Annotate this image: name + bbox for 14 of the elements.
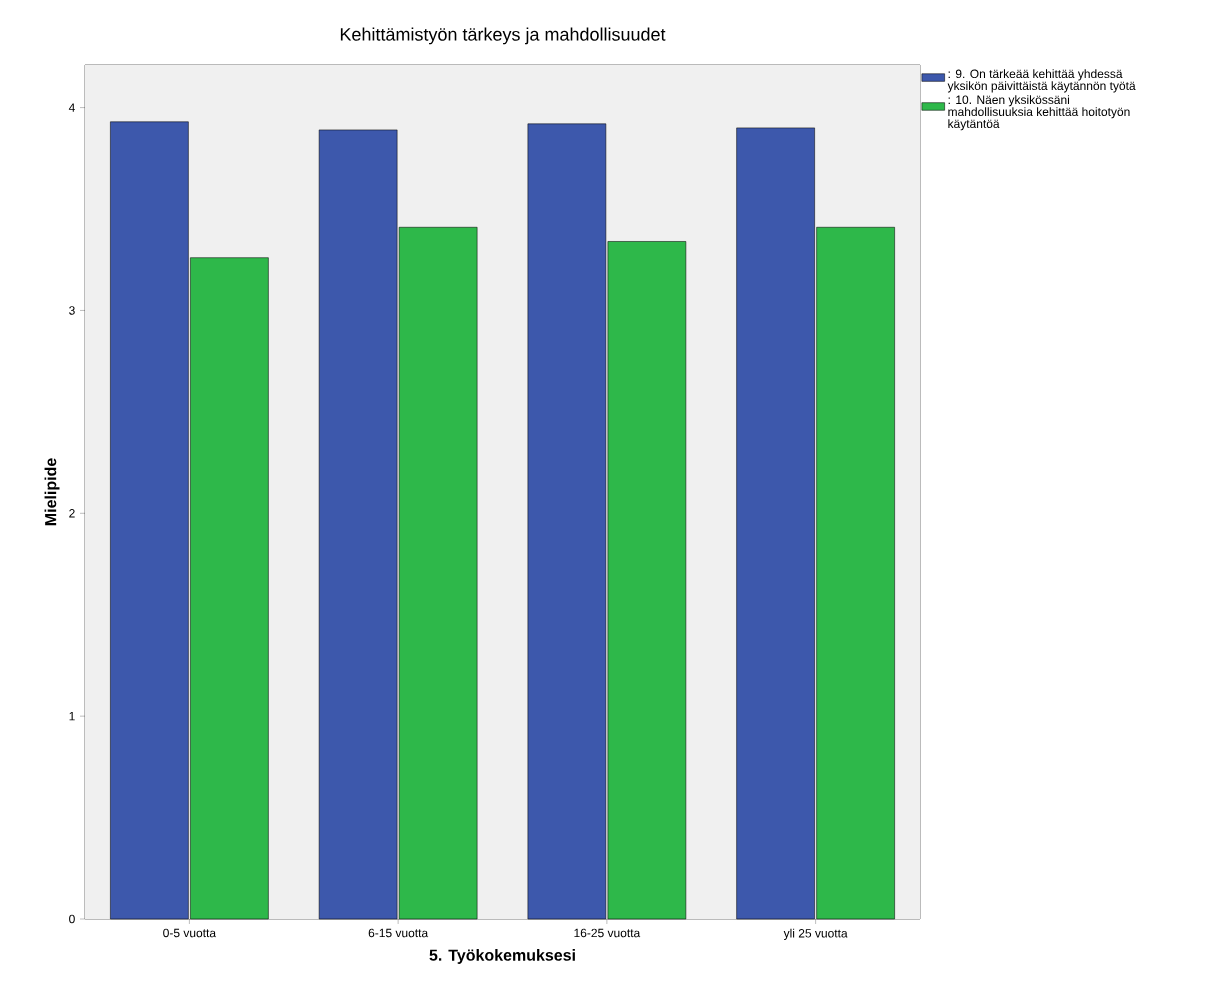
legend-label: : 9. On tärkeää kehittää yhdessä yksikön päivittäistä käytännön työtä [947, 69, 1136, 93]
y-tick-label: 4 [68, 103, 75, 112]
x-tick-label: 6-15 vuotta [368, 928, 429, 938]
x-tick-label: 0-5 vuotta [163, 928, 217, 938]
x-tick-label: yli 25 vuotta [783, 928, 848, 940]
x-axis-title: 5. Työkokemuksesi [429, 949, 575, 964]
y-tick-label: 1 [69, 712, 75, 721]
x-tick-label: 16-25 vuotta [574, 928, 641, 938]
chart-title: Kehittämistyön tärkeys ja mahdollisuudet [340, 27, 666, 45]
legend-label: : 10. Näen yksikössäni mahdollisuuksia kehittää hoitotyön käytäntöä [948, 95, 1130, 131]
y-axis-title: Mielipide [44, 458, 60, 526]
y-tick-label: 2 [69, 509, 75, 518]
y-tick-label: 3 [69, 306, 75, 315]
y-tick-label: 0 [69, 914, 75, 924]
